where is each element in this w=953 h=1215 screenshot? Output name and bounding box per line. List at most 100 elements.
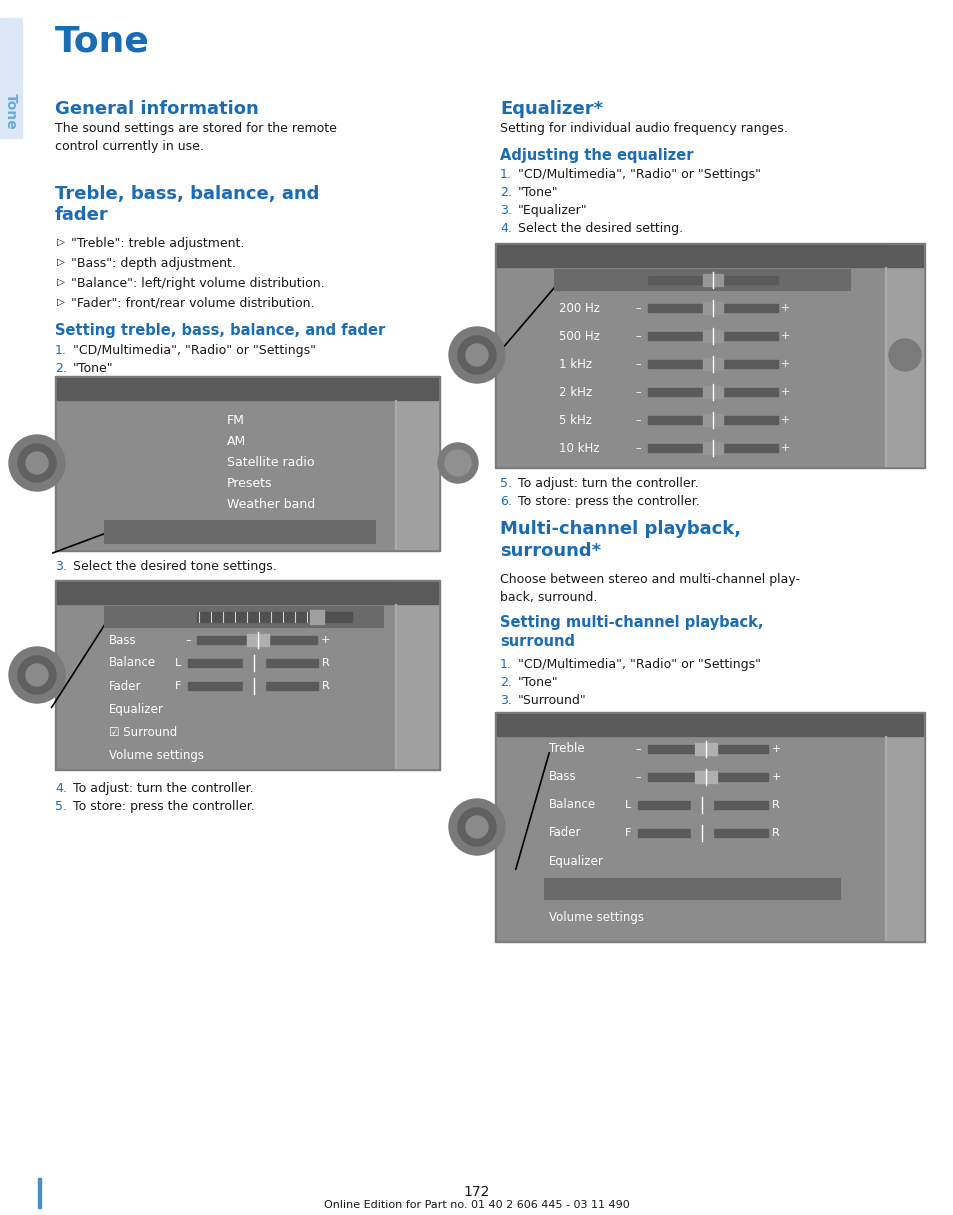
Bar <box>702 386 722 399</box>
Bar <box>647 388 778 396</box>
Bar <box>884 267 885 467</box>
Circle shape <box>26 452 48 474</box>
Bar <box>495 712 924 942</box>
Text: ◄►: ◄► <box>470 352 480 358</box>
Bar <box>105 608 382 627</box>
Text: 100 Hz: 100 Hz <box>558 273 599 287</box>
Bar <box>638 801 767 809</box>
Circle shape <box>18 656 56 694</box>
Text: 1.: 1. <box>55 344 67 357</box>
Text: "Bass": depth adjustment.: "Bass": depth adjustment. <box>71 258 235 270</box>
Text: ♪≡ Tone: ♪≡ Tone <box>524 718 576 731</box>
Text: "CD/Multimedia", "Radio" or "Settings": "CD/Multimedia", "Radio" or "Settings" <box>517 659 760 671</box>
Text: "Equalizer": "Equalizer" <box>517 204 587 217</box>
Text: –: – <box>185 635 191 645</box>
Text: Select the desired setting.: Select the desired setting. <box>517 222 682 234</box>
Text: +: + <box>900 349 912 363</box>
Text: ♫≡: ♫≡ <box>453 460 467 469</box>
Bar <box>647 304 778 312</box>
Bar <box>38 1179 41 1208</box>
Bar <box>497 245 923 267</box>
Bar <box>188 682 317 690</box>
Bar <box>647 360 778 368</box>
Text: ☑ Surround: ☑ Surround <box>548 882 617 895</box>
Bar <box>647 745 767 753</box>
Bar <box>702 442 722 454</box>
Bar <box>690 799 712 810</box>
Text: R: R <box>771 799 779 810</box>
Text: ◄►: ◄► <box>30 672 41 678</box>
Text: 10 kHz: 10 kHz <box>558 441 598 454</box>
Text: 5.: 5. <box>499 477 512 490</box>
Bar <box>188 659 317 667</box>
Text: +: + <box>781 416 789 425</box>
Text: To adjust: turn the controller.: To adjust: turn the controller. <box>517 477 698 490</box>
Text: ▷: ▷ <box>57 237 65 247</box>
Text: 172: 172 <box>463 1185 490 1199</box>
Text: L: L <box>624 799 631 810</box>
Text: +: + <box>320 635 330 645</box>
Bar <box>310 610 324 625</box>
Text: 200 Hz: 200 Hz <box>558 301 599 315</box>
Bar <box>702 303 722 313</box>
Text: ▷: ▷ <box>57 296 65 307</box>
Text: Select the desired tone settings.: Select the desired tone settings. <box>73 560 276 573</box>
Text: R: R <box>322 680 330 691</box>
Bar <box>105 521 375 543</box>
Text: "Surround": "Surround" <box>517 694 586 707</box>
Circle shape <box>9 648 65 703</box>
Text: 4.: 4. <box>55 782 67 795</box>
Text: ☑ Surround: ☑ Surround <box>109 725 177 739</box>
Bar <box>57 378 437 400</box>
Text: Treble: Treble <box>548 742 584 756</box>
Text: ◄►: ◄► <box>30 460 41 467</box>
Bar <box>395 582 437 768</box>
Circle shape <box>18 443 56 482</box>
Text: Multi-channel playback,
surround*: Multi-channel playback, surround* <box>499 520 740 560</box>
Text: –: – <box>635 388 640 397</box>
Text: Equalizer*: Equalizer* <box>499 100 602 118</box>
Text: "Balance": left/right volume distribution.: "Balance": left/right volume distributio… <box>71 277 324 290</box>
Text: "CD/Multimedia", "Radio" or "Settings": "CD/Multimedia", "Radio" or "Settings" <box>73 344 315 357</box>
Text: ▷: ▷ <box>57 277 65 287</box>
Text: –: – <box>635 275 640 286</box>
Text: The sound settings are stored for the remote
control currently in use.: The sound settings are stored for the re… <box>55 122 336 153</box>
Bar <box>647 276 778 284</box>
Bar <box>647 332 778 340</box>
Text: 500 Hz: 500 Hz <box>558 329 599 343</box>
Text: L: L <box>174 659 181 668</box>
Text: Weather band: Weather band <box>227 498 314 512</box>
Text: Satellite radio: Satellite radio <box>227 456 314 469</box>
Bar <box>884 736 885 940</box>
Text: 2.: 2. <box>55 362 67 375</box>
Text: General information: General information <box>55 100 258 118</box>
Circle shape <box>26 665 48 686</box>
Text: –: – <box>635 416 640 425</box>
Text: "CD/Multimedia", "Radio" or "Settings": "CD/Multimedia", "Radio" or "Settings" <box>517 168 760 181</box>
Bar <box>647 416 778 424</box>
Bar <box>695 744 717 755</box>
Text: Treble: Treble <box>109 610 145 623</box>
Text: 1.: 1. <box>499 168 512 181</box>
Text: +: + <box>781 388 789 397</box>
Text: –: – <box>635 330 640 341</box>
Text: R: R <box>771 827 779 838</box>
Bar <box>702 414 722 426</box>
Text: "Tone": "Tone" <box>517 676 558 689</box>
Bar <box>885 714 923 940</box>
Text: To adjust: turn the controller.: To adjust: turn the controller. <box>73 782 253 795</box>
Text: Volume settings: Volume settings <box>548 910 643 923</box>
Text: –: – <box>185 612 191 622</box>
Bar <box>55 375 439 550</box>
Bar <box>647 443 778 452</box>
Text: "Tone": "Tone" <box>517 186 558 199</box>
Bar <box>702 275 722 286</box>
Text: +: + <box>781 443 789 453</box>
Bar <box>497 714 923 736</box>
Bar <box>57 378 437 549</box>
Text: 1.: 1. <box>499 659 512 671</box>
Bar <box>647 773 767 781</box>
Text: 3.: 3. <box>55 560 67 573</box>
Text: Radio: Radio <box>107 383 142 396</box>
Text: Treble, bass, balance, and
fader: Treble, bass, balance, and fader <box>55 185 319 225</box>
